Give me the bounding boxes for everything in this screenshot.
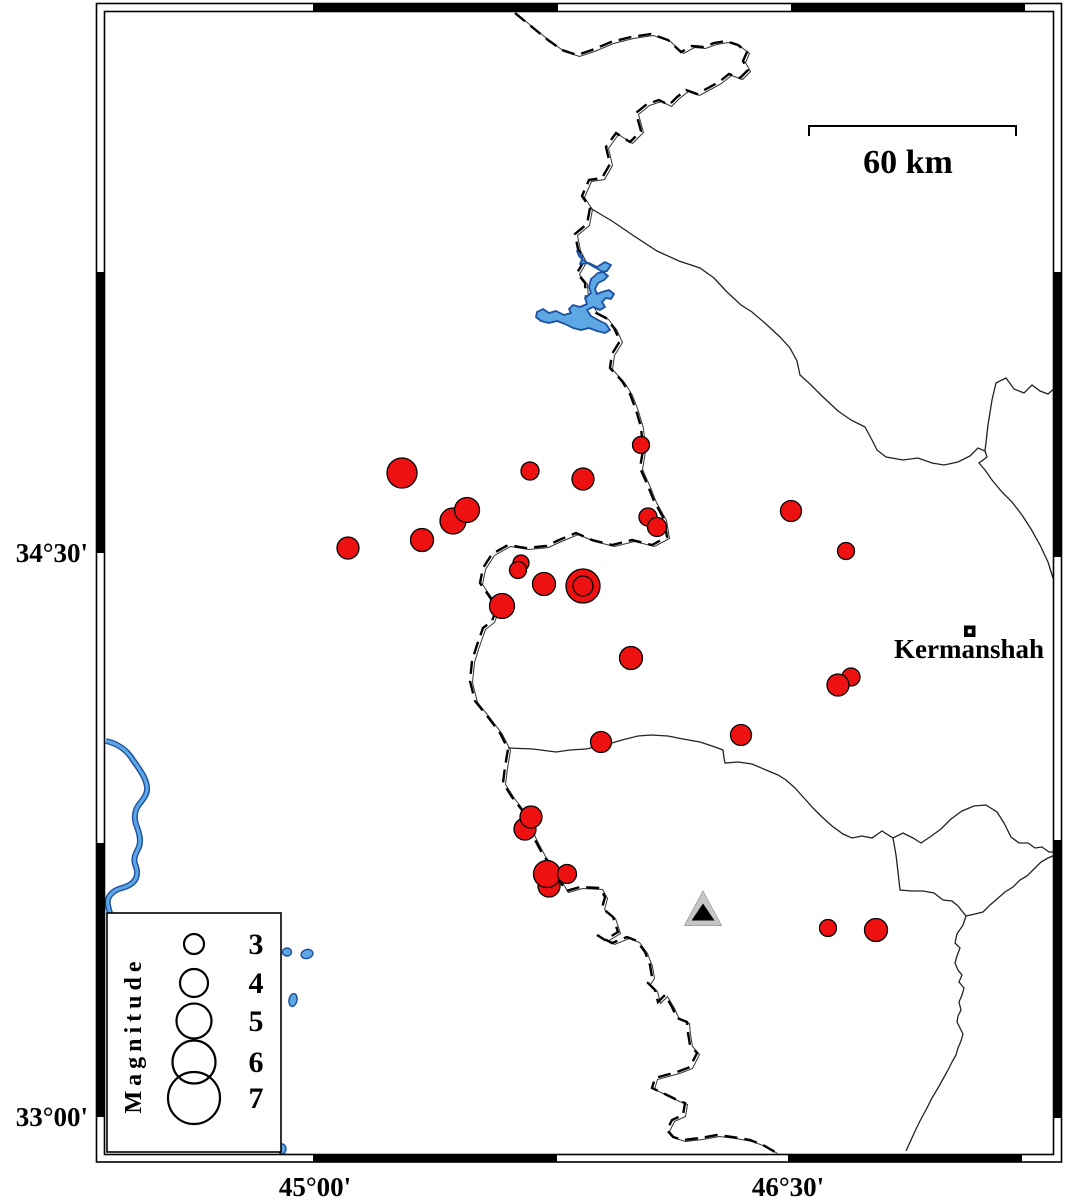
legend-value-label: 3	[249, 928, 264, 961]
lat-label-34-30: 34°30'	[16, 538, 88, 568]
earthquake-marker	[488, 592, 516, 620]
river-line-northeast	[589, 207, 1054, 579]
river-line-middle-east	[507, 734, 1054, 853]
earthquake-marker	[336, 536, 360, 560]
scale-bar-label: 60 km	[863, 144, 953, 181]
river-branch-northeast	[984, 377, 1054, 452]
lat-label-33-00: 33°00'	[16, 1102, 88, 1132]
earthquake-marker	[836, 541, 856, 561]
legend-value-label: 6	[249, 1046, 264, 1079]
station-triangle-marker	[683, 889, 723, 926]
city-marker	[964, 625, 976, 637]
earthquake-marker	[646, 516, 668, 538]
earthquake-marker	[409, 527, 435, 553]
earthquake-marker	[826, 673, 850, 697]
lon-label-46-30: 46°30'	[752, 1172, 824, 1200]
magnitude-legend: Magnitude 3 4 5 67	[106, 912, 282, 1153]
river-line-southeast	[892, 837, 967, 1152]
earthquake-marker	[571, 467, 595, 491]
earthquake-marker	[508, 560, 528, 580]
legend-circle-mag-7	[166, 1070, 222, 1126]
earthquake-marker	[386, 457, 418, 489]
legend-value-label: 5	[249, 1005, 264, 1038]
earthquake-marker	[520, 461, 540, 481]
pond	[288, 992, 298, 1008]
scale-bar: 60 km	[808, 125, 1017, 181]
legend-circle-mag-6	[171, 1039, 217, 1085]
river-west	[105, 739, 149, 917]
river-west-casing	[104, 738, 151, 917]
earthquake-marker	[729, 723, 753, 747]
lon-label-45-00: 45°00'	[279, 1172, 351, 1200]
legend-value-label: 7	[249, 1082, 264, 1115]
city-label: Kermanshah	[894, 634, 1044, 664]
earthquake-marker	[531, 571, 557, 597]
river-branch-southeast	[965, 854, 1054, 917]
legend-value-label: 4	[249, 967, 264, 1000]
earthquake-marker	[618, 645, 644, 671]
pond	[300, 948, 314, 960]
map-content: Kermanshah	[104, 12, 1054, 1155]
pond	[281, 947, 293, 957]
legend-circle-mag-4	[178, 967, 210, 999]
earthquake-marker	[818, 918, 838, 938]
earthquake-marker	[519, 805, 543, 829]
legend-circle-mag-5	[175, 1002, 213, 1040]
earthquake-marker	[863, 917, 889, 943]
earthquake-marker	[779, 499, 803, 523]
legend-circle-mag-3	[182, 932, 206, 956]
earthquake-marker	[631, 435, 651, 455]
earthquake-marker	[453, 496, 481, 524]
international-border-dashed	[468, 12, 776, 1154]
legend-symbols: 3 4 5 67	[166, 928, 264, 1126]
earthquake-marker	[556, 863, 578, 885]
map-frame	[95, 2, 1063, 1163]
legend-title: Magnitude	[121, 956, 147, 1113]
earthquake-marker	[572, 575, 594, 597]
earthquake-layer	[336, 435, 889, 943]
earthquake-marker	[589, 730, 613, 754]
lake	[535, 250, 615, 334]
border-companion-line	[471, 14, 778, 1154]
earthquake-marker	[532, 859, 562, 889]
